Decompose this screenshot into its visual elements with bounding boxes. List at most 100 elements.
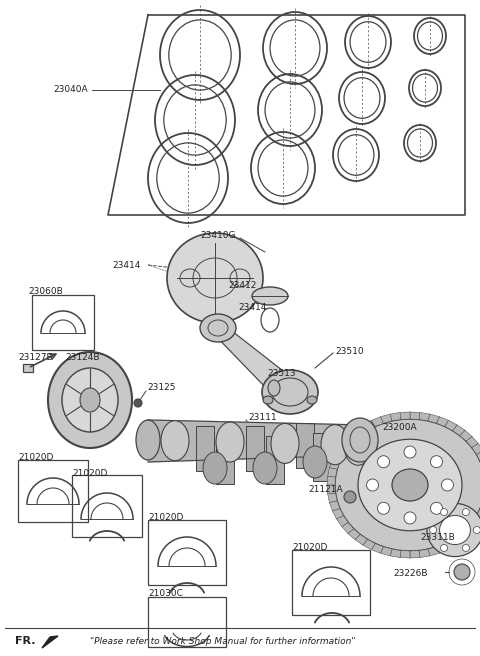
Polygon shape (466, 522, 478, 533)
Ellipse shape (167, 233, 263, 323)
Ellipse shape (216, 422, 244, 462)
Bar (246, 426, 264, 471)
Ellipse shape (271, 423, 299, 463)
Text: 23412: 23412 (228, 281, 256, 289)
Text: 23226B: 23226B (393, 569, 428, 579)
Polygon shape (390, 413, 401, 421)
Ellipse shape (252, 287, 288, 305)
Circle shape (442, 479, 454, 491)
Polygon shape (327, 476, 336, 485)
Polygon shape (348, 430, 360, 441)
Text: 23111: 23111 (248, 413, 276, 422)
Polygon shape (336, 516, 348, 527)
Text: 21020D: 21020D (18, 453, 53, 462)
Circle shape (367, 479, 379, 491)
Polygon shape (453, 425, 465, 436)
Bar (148, 520, 226, 585)
Polygon shape (329, 501, 340, 511)
Text: 21020D: 21020D (72, 468, 108, 478)
Polygon shape (410, 412, 420, 419)
Polygon shape (381, 414, 392, 423)
Bar (292, 550, 370, 615)
Bar (32, 295, 94, 350)
Text: 21020D: 21020D (148, 514, 183, 522)
Polygon shape (472, 516, 480, 527)
Polygon shape (328, 468, 337, 477)
Text: 21121A: 21121A (308, 485, 343, 495)
Text: 23414: 23414 (238, 304, 266, 312)
Polygon shape (363, 420, 375, 431)
Ellipse shape (321, 424, 349, 464)
Polygon shape (108, 15, 465, 215)
Polygon shape (460, 430, 472, 441)
Ellipse shape (80, 388, 100, 412)
Polygon shape (437, 543, 449, 553)
Bar (23, 364, 33, 372)
Ellipse shape (307, 396, 317, 404)
Ellipse shape (262, 370, 318, 414)
Ellipse shape (203, 452, 227, 484)
Polygon shape (332, 508, 344, 519)
Polygon shape (460, 529, 472, 540)
Circle shape (462, 544, 469, 552)
Text: 23127B: 23127B (18, 354, 53, 363)
Ellipse shape (253, 452, 277, 484)
Circle shape (441, 508, 447, 516)
Circle shape (473, 527, 480, 533)
Ellipse shape (454, 564, 470, 580)
Circle shape (378, 456, 390, 468)
Polygon shape (355, 425, 367, 436)
Circle shape (431, 456, 443, 468)
Polygon shape (428, 546, 439, 556)
Polygon shape (400, 412, 410, 419)
Bar (196, 426, 214, 471)
Ellipse shape (392, 469, 428, 501)
Ellipse shape (344, 491, 356, 503)
Polygon shape (381, 546, 392, 556)
Polygon shape (336, 443, 348, 455)
Text: 23414: 23414 (112, 260, 140, 270)
Polygon shape (208, 328, 310, 392)
Bar (266, 436, 284, 484)
Ellipse shape (136, 420, 160, 460)
Ellipse shape (48, 352, 132, 448)
Polygon shape (453, 535, 465, 545)
Ellipse shape (161, 420, 189, 461)
Polygon shape (410, 550, 420, 558)
Text: "Please refer to Work Shop Manual for further information": "Please refer to Work Shop Manual for fu… (90, 636, 356, 646)
Text: FR.: FR. (15, 636, 36, 646)
Text: 23410G: 23410G (200, 230, 236, 239)
Polygon shape (419, 549, 430, 558)
Polygon shape (328, 493, 337, 502)
Text: 23200A: 23200A (382, 424, 417, 432)
Ellipse shape (440, 516, 470, 544)
Polygon shape (363, 539, 375, 550)
Polygon shape (332, 451, 344, 462)
Circle shape (462, 508, 469, 516)
Ellipse shape (62, 368, 118, 432)
Polygon shape (419, 413, 430, 421)
Polygon shape (342, 436, 354, 447)
Bar (72, 475, 142, 537)
Ellipse shape (344, 425, 372, 465)
Bar (18, 460, 88, 522)
Bar (148, 597, 226, 647)
Bar (296, 423, 314, 468)
Polygon shape (445, 420, 457, 431)
Polygon shape (329, 459, 340, 469)
Polygon shape (148, 420, 365, 462)
Polygon shape (372, 543, 384, 553)
Text: 23125: 23125 (147, 384, 176, 392)
Polygon shape (437, 417, 449, 426)
Polygon shape (477, 451, 480, 462)
Bar (313, 433, 331, 481)
Circle shape (404, 512, 416, 524)
Polygon shape (428, 414, 439, 423)
Ellipse shape (134, 399, 142, 407)
Ellipse shape (335, 419, 480, 551)
Ellipse shape (268, 380, 280, 396)
Text: 21020D: 21020D (292, 544, 327, 552)
Ellipse shape (263, 396, 273, 404)
Ellipse shape (303, 446, 327, 478)
Circle shape (378, 502, 390, 514)
